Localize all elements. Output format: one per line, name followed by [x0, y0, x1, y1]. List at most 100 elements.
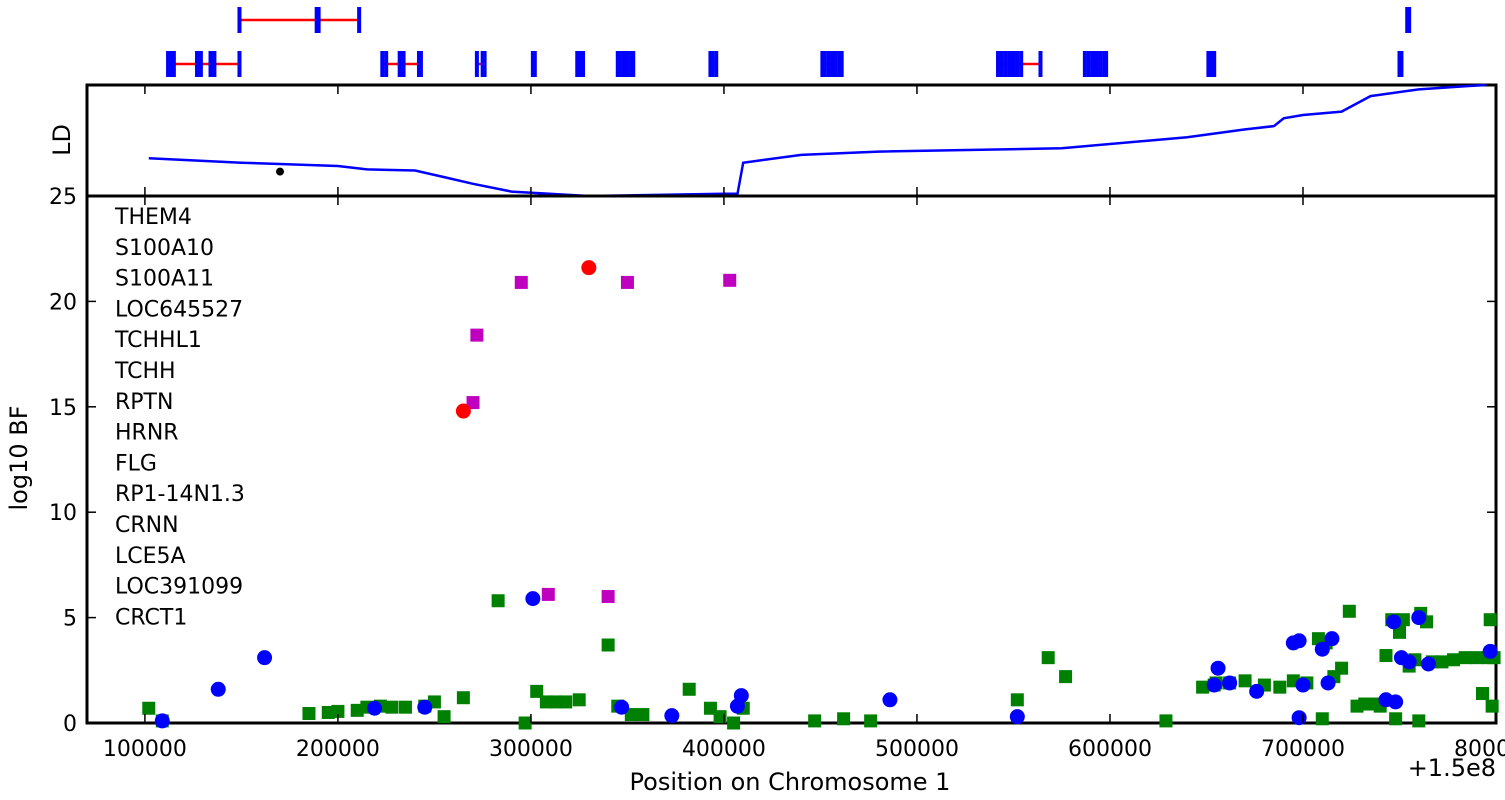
data-point — [1447, 653, 1461, 667]
gene-label: FLG — [115, 451, 157, 476]
exon-mark — [1094, 51, 1099, 77]
ld-panel — [85, 83, 1498, 198]
gene-label: LOC645527 — [115, 297, 243, 322]
data-point — [530, 684, 544, 698]
data-point — [1411, 610, 1427, 626]
gene-label: HRNR — [115, 421, 179, 446]
x-tick-label: 300000 — [489, 737, 573, 762]
exon-mark — [830, 51, 835, 77]
exon-mark — [714, 51, 719, 77]
data-point — [142, 701, 156, 715]
data-point — [1483, 613, 1497, 627]
data-point — [1435, 655, 1449, 669]
exon-mark — [999, 51, 1004, 77]
y-tick-label: 0 — [63, 712, 77, 737]
data-point — [367, 700, 383, 716]
exon-mark — [482, 51, 487, 77]
data-point — [581, 260, 597, 276]
data-point — [302, 707, 316, 721]
exon-mark — [1090, 51, 1095, 77]
data-point — [682, 682, 696, 696]
exon-mark — [1015, 51, 1020, 77]
data-point — [437, 710, 451, 724]
y-tick-label: 5 — [63, 607, 77, 632]
exon-mark — [833, 51, 838, 77]
data-point — [1009, 709, 1025, 725]
data-point — [601, 638, 615, 652]
data-point — [1249, 683, 1265, 699]
gene-label: LOC391099 — [115, 575, 243, 600]
data-point — [456, 691, 470, 705]
x-tick-label: 700000 — [1261, 737, 1345, 762]
exon-mark — [316, 7, 321, 33]
exon-mark — [1007, 51, 1012, 77]
bf-panel-frame — [85, 194, 1498, 725]
data-point — [614, 699, 630, 715]
data-point — [601, 590, 615, 604]
gene-label: TCHHL1 — [114, 328, 202, 353]
gene-label: CRCT1 — [115, 605, 187, 630]
gene-label: LCE5A — [115, 544, 186, 569]
data-point — [210, 681, 226, 697]
exon-mark — [237, 7, 242, 33]
exon-mark — [418, 51, 423, 77]
exon-mark — [397, 51, 402, 77]
data-point — [1389, 712, 1403, 726]
data-point — [514, 275, 528, 289]
data-point — [624, 708, 638, 722]
data-point — [1320, 675, 1336, 691]
data-point — [1458, 651, 1472, 665]
x-axis-label: Position on Chromosome 1 — [630, 768, 951, 796]
data-point — [1222, 675, 1238, 691]
data-point — [1342, 604, 1356, 618]
exon-mark — [839, 51, 844, 77]
exon-mark — [1019, 51, 1024, 77]
data-point — [733, 688, 749, 704]
exon-mark — [401, 51, 406, 77]
ld-curve — [148, 83, 1487, 198]
data-point — [1482, 643, 1498, 659]
data-point — [1485, 699, 1499, 713]
y-tick-label: 20 — [49, 290, 77, 315]
data-point — [882, 692, 898, 708]
data-point — [525, 591, 541, 607]
x-tick-label: 200000 — [296, 737, 380, 762]
exon-mark — [631, 51, 636, 77]
exon-mark — [195, 51, 200, 77]
exon-mark — [1098, 51, 1103, 77]
data-point — [1386, 614, 1402, 630]
data-point — [1401, 654, 1417, 670]
gene-label: RP1-14N1.3 — [115, 482, 245, 507]
gene-label: CRNN — [115, 513, 179, 538]
y-tick-label: 25 — [49, 185, 77, 210]
exon-mark — [1212, 51, 1217, 77]
x-axis: 100000 200000 300000 400000 500000 600000 7000… — [103, 85, 1505, 762]
exon-mark — [996, 51, 1001, 77]
exon-mark — [171, 51, 176, 77]
data-point — [1210, 660, 1226, 676]
data-point — [1059, 670, 1073, 684]
data-point — [808, 714, 822, 728]
data-point — [727, 716, 741, 730]
data-point — [1206, 677, 1222, 693]
exon-mark — [357, 7, 362, 33]
exon-mark — [212, 51, 217, 77]
x-tick-label: 600000 — [1068, 737, 1152, 762]
exon-mark — [581, 51, 586, 77]
data-point — [864, 714, 878, 728]
data-point — [1324, 631, 1340, 647]
data-point — [664, 708, 680, 724]
exon-mark — [621, 51, 626, 77]
exon-mark — [474, 51, 479, 77]
data-point — [1273, 680, 1287, 694]
data-point — [1420, 656, 1436, 672]
data-point — [1379, 649, 1393, 663]
x-tick-label: 400000 — [682, 737, 766, 762]
gene-label-list: THEM4 S100A10 S100A11 LOC645527 TCHHL1 TCHH RP… — [114, 205, 245, 630]
data-point — [331, 704, 345, 718]
x-tick-label: 800000 — [1454, 737, 1505, 762]
data-point — [1335, 661, 1349, 675]
exon-mark — [617, 51, 622, 77]
data-point — [572, 693, 586, 707]
